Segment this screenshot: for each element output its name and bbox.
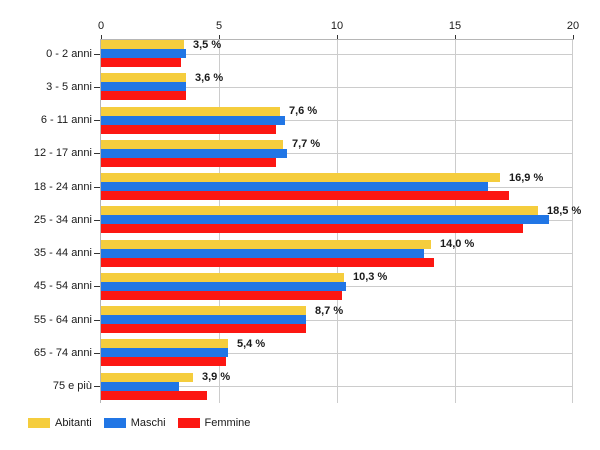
abitanti-bar <box>101 339 228 348</box>
legend-label-femmine: Femmine <box>204 417 251 429</box>
x-tick-mark <box>573 35 574 40</box>
abitanti-bar <box>101 40 184 49</box>
abitanti-bar <box>101 240 431 249</box>
category-label: 45 - 54 anni <box>33 280 92 292</box>
femmine-bar <box>101 91 186 100</box>
category-label: 12 - 17 anni <box>33 147 92 159</box>
maschi-bar <box>101 282 346 291</box>
value-label: 5,4 % <box>237 338 266 350</box>
femmine-bar <box>101 357 226 366</box>
abitanti-bar <box>101 306 306 315</box>
femmine-bar <box>101 158 276 167</box>
plot-area: 3,5 % 3,6 % 7,6 % 7,7 % 16,9 % 18,5 % 14,0 % 10… <box>100 39 581 403</box>
category-label: 55 - 64 anni <box>33 314 92 326</box>
maschi-bar <box>101 182 488 191</box>
abitanti-bar <box>101 107 280 116</box>
value-label: 7,6 % <box>289 105 318 117</box>
x-tick-label: 5 <box>215 20 223 32</box>
value-label: 8,7 % <box>315 305 344 317</box>
x-tick-mark <box>337 35 338 40</box>
abitanti-swatch <box>28 418 50 428</box>
legend-item-maschi: Maschi <box>103 417 166 429</box>
category-label: 75 e più <box>52 380 92 392</box>
maschi-bar <box>101 249 424 258</box>
abitanti-bar <box>101 173 500 182</box>
femmine-bar <box>101 291 342 300</box>
category-label: 25 - 34 anni <box>33 214 92 226</box>
category-tick <box>94 386 100 387</box>
category-tick <box>94 187 100 188</box>
value-label: 10,3 % <box>353 271 388 283</box>
category-tick <box>94 87 100 88</box>
category-tick <box>94 253 100 254</box>
abitanti-bar <box>101 73 186 82</box>
legend-label-maschi: Maschi <box>130 417 166 429</box>
category-label: 6 - 11 anni <box>40 114 92 126</box>
horizontal-gridline <box>101 54 573 55</box>
femmine-bar <box>101 224 523 233</box>
category-label: 3 - 5 anni <box>46 81 92 93</box>
value-label: 14,0 % <box>440 238 475 250</box>
x-tick-mark <box>219 35 220 40</box>
maschi-bar <box>101 382 179 391</box>
femmine-bar <box>101 58 181 67</box>
femmine-bar <box>101 191 509 200</box>
legend-label-abitanti: Abitanti <box>55 417 92 429</box>
maschi-bar <box>101 315 306 324</box>
legend: Abitanti Maschi Femmine <box>28 417 250 429</box>
category-label: 65 - 74 anni <box>33 347 92 359</box>
legend-item-abitanti: Abitanti <box>28 417 92 429</box>
femmine-bar <box>101 125 276 134</box>
value-label: 3,6 % <box>195 72 224 84</box>
x-tick-label: 15 <box>448 20 462 32</box>
x-tick-label: 0 <box>97 20 105 32</box>
category-tick <box>94 320 100 321</box>
maschi-bar <box>101 82 186 91</box>
femmine-bar <box>101 391 207 400</box>
maschi-bar <box>101 149 287 158</box>
value-label: 3,5 % <box>193 39 222 51</box>
maschi-bar <box>101 49 186 58</box>
category-tick <box>94 353 100 354</box>
value-label: 18,5 % <box>547 205 582 217</box>
category-tick <box>94 286 100 287</box>
maschi-bar <box>101 116 285 125</box>
category-tick <box>94 153 100 154</box>
value-label: 3,9 % <box>202 371 231 383</box>
category-tick <box>94 220 100 221</box>
horizontal-gridline <box>101 87 573 88</box>
x-tick-label: 10 <box>330 20 344 32</box>
value-label: 7,7 % <box>292 138 321 150</box>
maschi-swatch <box>103 418 126 428</box>
abitanti-bar <box>101 206 538 215</box>
zero-baseline <box>100 39 101 403</box>
value-label: 16,9 % <box>509 172 544 184</box>
x-tick-label: 20 <box>566 20 580 32</box>
legend-item-femmine: Femmine <box>177 417 251 429</box>
horizontal-gridline <box>101 353 573 354</box>
abitanti-bar <box>101 140 283 149</box>
category-label: 35 - 44 anni <box>33 247 92 259</box>
horizontal-gridline <box>101 320 573 321</box>
femmine-swatch <box>177 418 200 428</box>
category-label: 18 - 24 anni <box>33 181 92 193</box>
x-tick-mark <box>455 35 456 40</box>
category-tick <box>94 54 100 55</box>
femmine-bar <box>101 258 434 267</box>
abitanti-bar <box>101 373 193 382</box>
category-tick <box>94 120 100 121</box>
x-axis-line <box>100 39 574 40</box>
abitanti-bar <box>101 273 344 282</box>
vertical-gridline <box>572 40 573 403</box>
maschi-bar <box>101 215 549 224</box>
x-tick-mark <box>101 35 102 40</box>
maschi-bar <box>101 348 228 357</box>
femmine-bar <box>101 324 306 333</box>
horizontal-gridline <box>101 386 573 387</box>
horizontal-gridline <box>101 153 573 154</box>
horizontal-gridline <box>101 120 573 121</box>
category-label: 0 - 2 anni <box>46 48 92 60</box>
